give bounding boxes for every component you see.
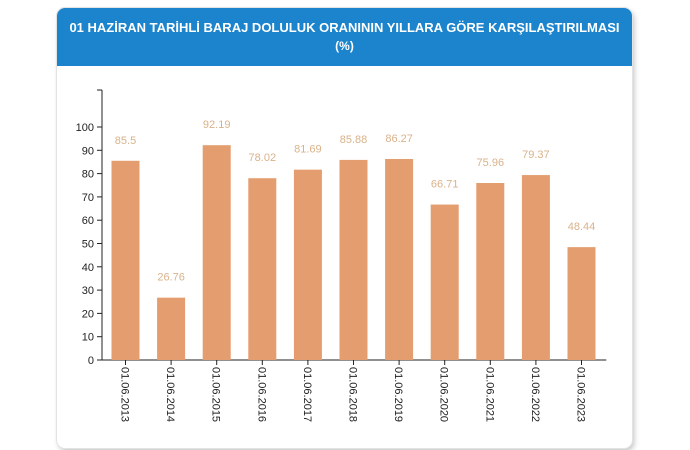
- y-tick-label: 0: [88, 355, 94, 367]
- bar: [111, 160, 140, 360]
- data-label: 81.69: [294, 144, 322, 156]
- y-tick-label: 100: [76, 122, 94, 134]
- bar: [476, 183, 505, 360]
- y-tick-label: 90: [82, 145, 94, 157]
- x-tick-label: 01.06.2022: [529, 367, 541, 422]
- x-tick-label: 01.06.2013: [119, 367, 131, 422]
- bar: [157, 297, 186, 360]
- data-label: 85.88: [340, 134, 368, 146]
- bar: [293, 169, 322, 360]
- data-label: 85.5: [115, 135, 136, 147]
- x-tick-label: 01.06.2021: [483, 367, 495, 422]
- chart-subtitle: (%): [335, 39, 354, 53]
- bar: [202, 145, 231, 360]
- y-tick-label: 20: [82, 308, 94, 320]
- bar: [521, 175, 550, 360]
- x-tick-label: 01.06.2018: [347, 367, 359, 422]
- data-label: 66.71: [431, 179, 459, 191]
- bar: [430, 204, 459, 360]
- bar: [567, 247, 596, 360]
- data-label: 86.27: [385, 133, 413, 145]
- y-tick-label: 50: [82, 239, 94, 251]
- x-tick-label: 01.06.2014: [164, 367, 176, 422]
- x-tick-label: 01.06.2023: [575, 367, 587, 422]
- y-tick-label: 60: [82, 215, 94, 227]
- y-tick-label: 40: [82, 262, 94, 274]
- y-tick-label: 30: [82, 285, 94, 297]
- data-label: 48.44: [568, 221, 596, 233]
- y-tick-label: 10: [82, 332, 94, 344]
- chart-title: 01 HAZİRAN TARİHLİ BARAJ DOLULUK ORANINI…: [69, 20, 620, 35]
- data-label: 79.37: [522, 149, 550, 161]
- bar: [385, 158, 414, 360]
- data-label: 92.19: [203, 119, 231, 131]
- chart-header: 01 HAZİRAN TARİHLİ BARAJ DOLULUK ORANINI…: [57, 8, 632, 66]
- bar: [339, 159, 368, 360]
- x-tick-label: 01.06.2015: [210, 367, 222, 422]
- data-label: 75.96: [477, 157, 505, 169]
- x-tick-label: 01.06.2019: [392, 367, 404, 422]
- bar: [248, 178, 277, 360]
- y-tick-label: 80: [82, 169, 94, 181]
- x-tick-label: 01.06.2016: [255, 367, 267, 422]
- x-tick-label: 01.06.2020: [438, 367, 450, 422]
- x-tick-label: 01.06.2017: [301, 367, 313, 422]
- data-label: 78.02: [249, 152, 277, 164]
- data-label: 26.76: [157, 272, 185, 284]
- y-tick-label: 70: [82, 192, 94, 204]
